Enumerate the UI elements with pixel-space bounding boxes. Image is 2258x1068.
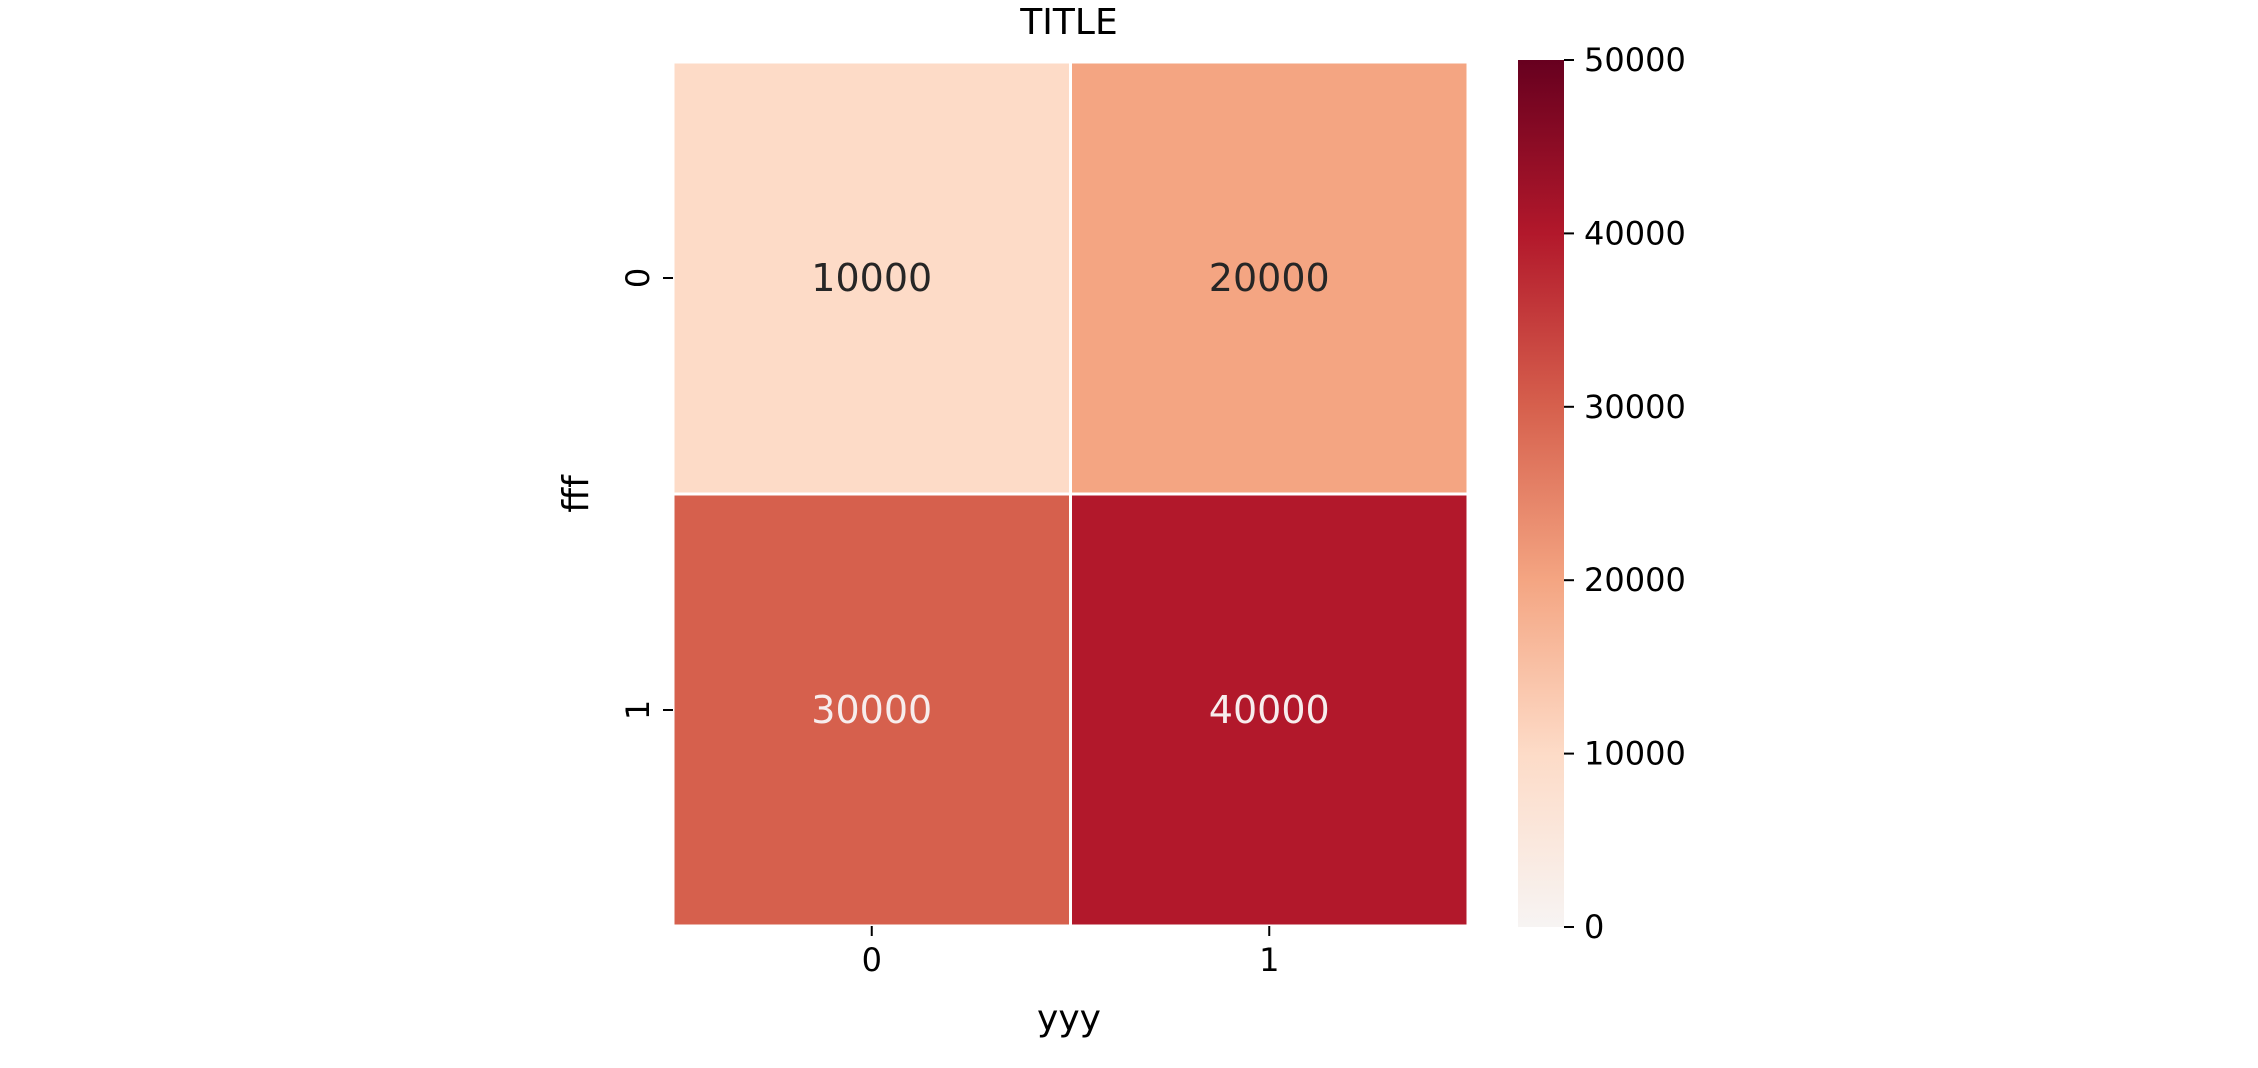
- colorbar: 0 10000 20000 30000 40000 50000: [1518, 41, 1686, 946]
- cell-value-label: 20000: [1209, 256, 1330, 300]
- heatmap-cell: [1069, 492, 1470, 928]
- y-axis-label: fff: [556, 474, 597, 513]
- y-tick-label: 0: [619, 268, 657, 288]
- heatmap-cell: [1069, 60, 1470, 496]
- cell-value-label: 40000: [1209, 688, 1330, 732]
- colorbar-gradient: [1518, 60, 1564, 927]
- x-tick-label: 1: [1259, 941, 1279, 979]
- colorbar-tick-label: 30000: [1584, 388, 1686, 426]
- colorbar-tick-label: 50000: [1584, 41, 1686, 79]
- heatmap-cell: [671, 492, 1072, 928]
- colorbar-tick-label: 40000: [1584, 214, 1686, 252]
- x-tick-label: 0: [862, 941, 882, 979]
- x-axis-label: yyy: [1037, 998, 1101, 1039]
- y-axis-ticks: 01: [619, 268, 673, 720]
- colorbar-tick-label: 20000: [1584, 561, 1686, 599]
- heatmap-cells: 10000 20000 30000 40000: [671, 60, 1470, 928]
- colorbar-tick-label: 0: [1584, 908, 1604, 946]
- cell-value-label: 30000: [811, 688, 932, 732]
- colorbar-ticks: 0 10000 20000 30000 40000 50000: [1564, 41, 1686, 946]
- colorbar-tick-label: 10000: [1584, 735, 1686, 773]
- y-tick-label: 1: [619, 700, 657, 720]
- cell-value-label: 10000: [811, 256, 932, 300]
- chart-title: TITLE: [1019, 2, 1117, 43]
- heatmap-cell: [671, 60, 1072, 496]
